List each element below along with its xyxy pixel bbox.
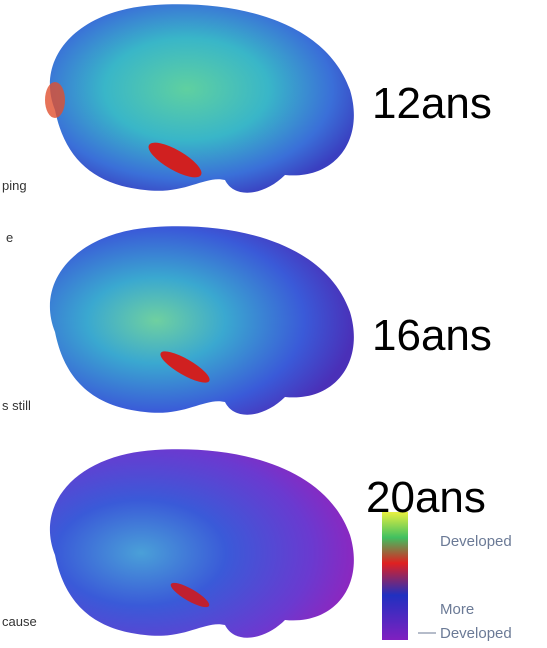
- age-label: 12ans: [372, 79, 492, 128]
- age-label: 16ans: [372, 311, 492, 360]
- fragment: s still: [2, 398, 31, 413]
- legend-more-developed: Developed: [440, 625, 512, 642]
- figure: 12ans 16ans 20ans Developed More Develop…: [0, 0, 547, 648]
- legend-more: More: [440, 601, 474, 618]
- color-bar: [382, 512, 408, 640]
- age-label: 20ans: [366, 473, 486, 522]
- brain-12: [45, 4, 354, 192]
- fragment: e: [6, 230, 13, 245]
- fragment: ping: [2, 178, 27, 193]
- legend-less: Developed: [440, 533, 512, 550]
- fragment: cause: [2, 614, 37, 629]
- brain-16: [50, 226, 354, 414]
- brain-20: [50, 449, 354, 637]
